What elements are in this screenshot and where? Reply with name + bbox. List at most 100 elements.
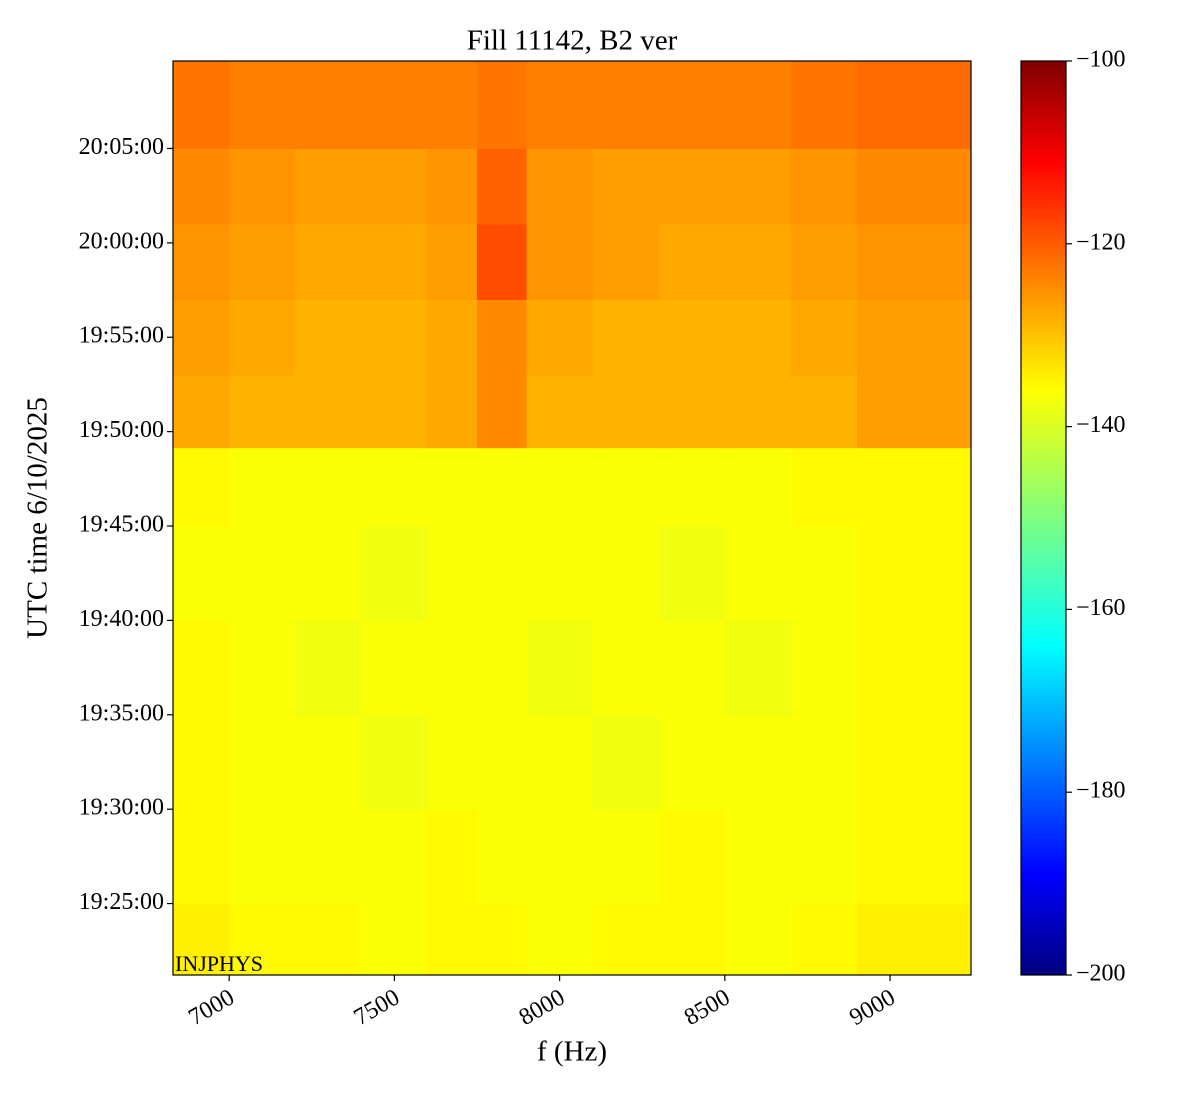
heatmap-cell [229, 903, 296, 976]
heatmap-cell [790, 809, 858, 905]
heatmap-cell [857, 61, 972, 149]
heatmap-cell [526, 148, 594, 225]
heatmap-cell [173, 714, 230, 810]
heatmap-cell [790, 620, 858, 716]
heatmap-cell [173, 809, 230, 905]
heatmap-cell [361, 526, 428, 621]
heatmap-cell [724, 61, 792, 149]
heatmap-cell [592, 903, 660, 976]
heatmap-cell [526, 714, 594, 810]
heatmap-cell [724, 526, 792, 621]
heatmap-cell [658, 903, 726, 976]
heatmap-cell [361, 223, 428, 300]
heatmap-cell [790, 526, 858, 621]
heatmap-cell [658, 620, 726, 716]
heatmap-cell [526, 620, 594, 716]
colorbar-tick-label: −100 [1076, 47, 1126, 73]
heatmap-cell [790, 223, 858, 300]
heatmap-cell [790, 299, 858, 376]
heatmap-cell [427, 526, 478, 621]
heatmap-cell [790, 903, 858, 976]
heatmap-cell [173, 526, 230, 621]
heatmap [173, 61, 972, 976]
heatmap-cell [173, 223, 230, 300]
heatmap-cell [477, 375, 528, 449]
heatmap-cell [592, 714, 660, 810]
y-tick-label: 19:50:00 [79, 417, 164, 443]
heatmap-cell [477, 447, 528, 527]
heatmap-cell [229, 809, 296, 905]
heatmap-cell [361, 714, 428, 810]
heatmap-cell [229, 61, 296, 149]
heatmap-cell [477, 526, 528, 621]
heatmap-cell [526, 447, 594, 527]
heatmap-cell [173, 447, 230, 527]
heatmap-cell [427, 447, 478, 527]
heatmap-cell [526, 223, 594, 300]
heatmap-cell [724, 299, 792, 376]
colorbar-tick-label: −160 [1076, 595, 1126, 621]
colorbar-tick-label: −180 [1076, 778, 1126, 804]
heatmap-cell [427, 809, 478, 905]
x-tick-label: 8500 [680, 984, 735, 1031]
heatmap-cell [229, 526, 296, 621]
heatmap-cell [361, 148, 428, 225]
heatmap-cell [857, 299, 972, 376]
x-tick-label: 7500 [350, 984, 405, 1031]
y-tick-label: 19:45:00 [79, 512, 164, 538]
heatmap-cell [592, 61, 660, 149]
heatmap-cell [477, 714, 528, 810]
x-tick-label: 9000 [845, 984, 900, 1031]
heatmap-cell [592, 526, 660, 621]
heatmap-cell [295, 223, 362, 300]
heatmap-cell [658, 526, 726, 621]
heatmap-cell [658, 447, 726, 527]
heatmap-cell [526, 809, 594, 905]
heatmap-cell [724, 148, 792, 225]
heatmap-cell [857, 903, 972, 976]
heatmap-cell [658, 148, 726, 225]
heatmap-cell [857, 526, 972, 621]
heatmap-cell [229, 375, 296, 449]
heatmap-cell [427, 620, 478, 716]
annotation: INJPHYS [175, 951, 263, 976]
heatmap-cell [295, 375, 362, 449]
x-tick-label: 8000 [515, 984, 570, 1031]
heatmap-cell [857, 714, 972, 810]
heatmap-cell [790, 714, 858, 810]
heatmap-cell [229, 299, 296, 376]
heatmap-cell [724, 447, 792, 527]
y-tick-label: 19:55:00 [79, 323, 164, 349]
heatmap-cell [173, 620, 230, 716]
heatmap-cell [295, 299, 362, 376]
heatmap-cell [229, 223, 296, 300]
heatmap-cell [857, 375, 972, 449]
heatmap-cell [790, 375, 858, 449]
heatmap-cell [857, 447, 972, 527]
y-tick-label: 19:25:00 [79, 889, 164, 915]
heatmap-cell [229, 447, 296, 527]
heatmap-cell [790, 447, 858, 527]
heatmap-cell [790, 61, 858, 149]
heatmap-cell [857, 223, 972, 300]
heatmap-cell [526, 903, 594, 976]
heatmap-cell [295, 526, 362, 621]
heatmap-cell [477, 620, 528, 716]
heatmap-cell [857, 620, 972, 716]
heatmap-cell [592, 809, 660, 905]
heatmap-cell [658, 223, 726, 300]
x-tick-label: 7000 [184, 984, 239, 1031]
y-tick-label: 20:00:00 [79, 228, 164, 254]
x-axis-label: f (Hz) [537, 1036, 607, 1068]
heatmap-cell [427, 903, 478, 976]
heatmap-cell [173, 375, 230, 449]
heatmap-cell [173, 61, 230, 149]
heatmap-cell [477, 299, 528, 376]
heatmap-cell [477, 61, 528, 149]
heatmap-cell [526, 299, 594, 376]
y-axis-label: UTC time 6/10/2025 [22, 397, 54, 639]
heatmap-cell [427, 375, 478, 449]
heatmap-cell [592, 299, 660, 376]
y-tick-label: 19:40:00 [79, 606, 164, 632]
